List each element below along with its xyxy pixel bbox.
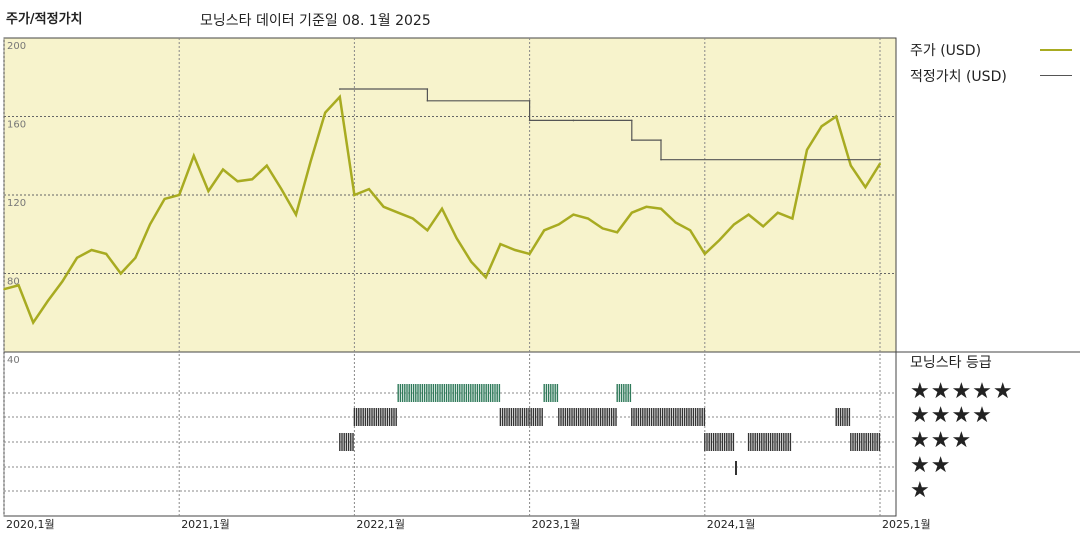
- price-point: [572, 213, 575, 216]
- price-point: [76, 257, 78, 259]
- price-point: [558, 223, 560, 226]
- price-point: [660, 207, 662, 210]
- price-point: [280, 188, 283, 190]
- x-tick-label: 2025,1월: [882, 518, 931, 531]
- fair-value-point: [528, 119, 531, 122]
- rating-4-stars: ★★★★: [910, 403, 993, 428]
- chart-left-title: 주가/적정가치: [6, 12, 83, 27]
- rating-1-star: ★: [910, 478, 931, 503]
- y-tick-label: 40: [7, 355, 20, 366]
- legend-fair-value-label: 적정가치 (USD): [910, 69, 1007, 85]
- rating-3-stars: ★★★: [910, 428, 973, 453]
- price-point: [704, 253, 706, 255]
- fair-value-point: [660, 158, 662, 161]
- price-point: [163, 198, 166, 200]
- price-point: [47, 300, 49, 302]
- price-point: [120, 272, 122, 275]
- price-point: [791, 217, 794, 220]
- price-point: [514, 249, 516, 251]
- fair-value-point: [879, 158, 881, 161]
- price-point: [61, 280, 64, 283]
- price-point: [397, 211, 400, 214]
- price-point: [3, 288, 5, 291]
- price-point: [368, 188, 370, 190]
- fair-value-point: [426, 88, 429, 90]
- price-point: [295, 213, 297, 216]
- price-point: [324, 111, 327, 114]
- price-point: [236, 180, 239, 183]
- price-point: [733, 223, 735, 226]
- price-point: [90, 249, 93, 251]
- price-point: [850, 164, 852, 167]
- price-point: [777, 211, 779, 214]
- fair-value-point: [426, 100, 429, 102]
- price-point: [339, 96, 341, 98]
- price-point: [645, 205, 648, 208]
- legend-price-label: 주가 (USD): [910, 43, 982, 59]
- price-point: [528, 253, 531, 255]
- price-point: [412, 217, 414, 220]
- fair-value-point: [631, 139, 633, 141]
- price-point: [879, 162, 881, 165]
- price-point: [353, 194, 356, 196]
- x-tick-label: 2023,1월: [532, 518, 581, 531]
- price-point: [587, 217, 589, 220]
- y-tick-label: 160: [7, 120, 26, 131]
- price-point: [689, 229, 691, 232]
- price-point: [426, 229, 429, 232]
- fair-value-point: [631, 119, 633, 122]
- price-point: [543, 229, 545, 232]
- price-point: [207, 190, 210, 192]
- price-point: [499, 243, 502, 245]
- price-point: [32, 321, 34, 324]
- legend-fair-value-swatch: [1040, 75, 1072, 76]
- x-tick-label: 2024,1월: [707, 518, 756, 531]
- price-point: [105, 253, 107, 255]
- price-point: [17, 284, 20, 287]
- fair-value-point: [339, 88, 341, 90]
- price-point: [455, 237, 458, 239]
- price-point: [762, 225, 764, 228]
- price-point: [266, 164, 268, 167]
- price-point: [178, 194, 180, 196]
- price-point: [747, 213, 750, 216]
- price-point: [470, 260, 473, 263]
- rating-5-stars: ★★★★★: [910, 379, 1014, 404]
- plot-frame: [3, 37, 897, 517]
- price-point: [485, 276, 487, 279]
- fair-value-point: [572, 119, 575, 122]
- rating-legend-title: 모닝스타 등급: [910, 355, 992, 371]
- price-point: [631, 211, 633, 214]
- price-point: [806, 149, 808, 151]
- price-point: [674, 221, 677, 224]
- chart-subtitle: 모닝스타 데이터 기준일 08. 1월 2025: [200, 13, 431, 29]
- y-tick-label: 200: [7, 41, 26, 52]
- price-point: [251, 178, 253, 181]
- price-point: [134, 257, 137, 259]
- price-point: [601, 227, 604, 230]
- price-point: [309, 160, 312, 163]
- price-point: [864, 186, 867, 188]
- price-point: [382, 205, 385, 208]
- price-point: [441, 207, 443, 210]
- price-point: [222, 168, 224, 171]
- x-tick-label: 2021,1월: [181, 518, 230, 531]
- y-tick-label: 80: [7, 277, 20, 288]
- price-point: [835, 115, 837, 118]
- price-point: [718, 239, 721, 241]
- price-point: [193, 154, 195, 157]
- price-point: [616, 231, 618, 234]
- fair-value-point: [660, 139, 662, 141]
- legend-price-swatch: [1040, 49, 1072, 51]
- rating-2-stars: ★★: [910, 453, 952, 478]
- x-tick-label: 2022,1월: [356, 518, 405, 531]
- price-point: [820, 125, 823, 128]
- y-tick-label: 120: [7, 198, 26, 209]
- price-point: [149, 223, 151, 226]
- fair-value-point: [528, 100, 531, 102]
- x-tick-label: 2020,1월: [6, 518, 55, 531]
